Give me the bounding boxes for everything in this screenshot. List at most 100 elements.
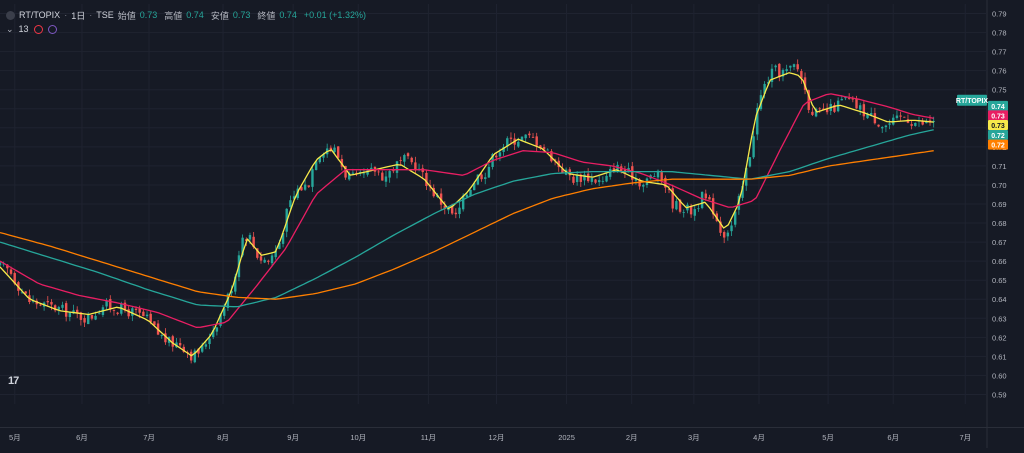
- y-tick-label: 0.63: [992, 314, 1007, 323]
- candle-body: [770, 68, 774, 82]
- candle-body: [351, 172, 355, 174]
- candle-body: [318, 157, 322, 163]
- symbol-price-tag-bg: [957, 94, 987, 106]
- candle-body: [267, 260, 270, 262]
- x-tick-label: 3月: [688, 433, 700, 442]
- x-tick-label: 11月: [421, 433, 436, 442]
- candle-body: [64, 303, 68, 317]
- candle-body: [506, 138, 509, 147]
- candle-body: [895, 115, 899, 118]
- timeframe[interactable]: 1日: [71, 10, 86, 21]
- candle-body: [381, 172, 384, 181]
- candle-body: [616, 164, 619, 172]
- candle-body: [910, 124, 913, 126]
- y-tick-label: 0.79: [992, 10, 1007, 19]
- candle-body: [274, 250, 277, 258]
- candle-body: [461, 195, 465, 210]
- price-label: 0.73: [991, 113, 1005, 120]
- candle-body: [899, 115, 902, 117]
- high-value: 0.74: [186, 10, 204, 20]
- alert-icon[interactable]: [33, 24, 43, 34]
- candle-body: [884, 125, 888, 128]
- candle-body: [704, 193, 707, 199]
- candle-body: [171, 336, 174, 347]
- candle-body: [2, 263, 5, 265]
- candle-body: [726, 232, 730, 237]
- candle-body: [487, 166, 491, 178]
- candle-body: [0, 262, 2, 266]
- candle-body: [230, 290, 233, 294]
- price-label-bg: [988, 100, 1008, 111]
- candle-body: [873, 113, 877, 124]
- candle-body: [803, 77, 807, 90]
- candle-body: [767, 82, 770, 84]
- candle-body: [98, 313, 101, 315]
- candle-body: [605, 175, 608, 182]
- exchange: TSE: [96, 10, 114, 20]
- open-value: 0.73: [139, 10, 158, 20]
- candle-body: [870, 113, 873, 115]
- candle-body: [432, 187, 435, 197]
- candle-body: [178, 342, 182, 346]
- candle-body: [300, 187, 303, 191]
- candle-body: [90, 315, 94, 319]
- close-label: 終値: [257, 10, 276, 21]
- replay-icon[interactable]: [47, 24, 57, 34]
- candle-body: [847, 98, 851, 99]
- candle-body: [160, 335, 163, 337]
- tradingview-logo-icon[interactable]: 17: [8, 375, 19, 387]
- x-tick-label: 7月: [143, 433, 155, 442]
- candle-body: [733, 211, 737, 225]
- candle-body: [498, 152, 502, 157]
- y-tick-label: 0.71: [992, 162, 1007, 171]
- candle-body: [572, 176, 575, 183]
- candle-body: [612, 168, 616, 172]
- candle-body: [520, 136, 524, 141]
- candle-body: [553, 159, 557, 161]
- candle-body: [314, 161, 318, 170]
- candle-body: [392, 170, 395, 172]
- chevron-down-icon[interactable]: ⌄: [6, 23, 14, 34]
- candle-body: [458, 207, 461, 215]
- candle-body: [774, 65, 777, 68]
- candle-body: [87, 314, 90, 325]
- change-value: +0.01 (+1.32%): [303, 10, 366, 20]
- candle-body: [851, 98, 855, 100]
- candle-body: [241, 237, 244, 256]
- candle-body: [748, 157, 752, 167]
- candle-body: [667, 189, 671, 191]
- candle-body: [590, 177, 594, 182]
- candle-body: [204, 344, 208, 347]
- candle-body: [539, 145, 542, 149]
- symbol-icon: [6, 10, 15, 20]
- candle-body: [83, 318, 86, 323]
- symbol-price-tag: RT/TOPIX: [956, 98, 988, 105]
- candle-body: [450, 206, 454, 214]
- price-label-bg: [988, 139, 1008, 150]
- candle-body: [50, 301, 53, 305]
- x-tick-label: 2025: [558, 433, 575, 442]
- candle-body: [109, 299, 112, 310]
- y-tick-label: 0.65: [992, 276, 1007, 285]
- candle-body: [344, 166, 347, 178]
- indicator-count[interactable]: 13: [18, 24, 29, 34]
- symbol-name[interactable]: RT/TOPIX: [19, 10, 61, 20]
- price-label-bg: [988, 119, 1008, 130]
- indicator-row[interactable]: ⌄ 13: [6, 23, 57, 35]
- candle-body: [292, 196, 296, 199]
- candle-body: [594, 179, 597, 183]
- y-tick-label: 0.61: [992, 352, 1007, 361]
- candle-body: [546, 149, 549, 151]
- separator-dot: ·: [89, 10, 93, 20]
- candle-body: [693, 209, 696, 216]
- price-label-bg: [988, 110, 1008, 121]
- candle-body: [517, 141, 520, 147]
- candle-body: [921, 121, 924, 125]
- candle-body: [609, 169, 612, 177]
- candle-body: [914, 122, 917, 126]
- candle-body: [13, 273, 16, 284]
- candle-body: [781, 69, 785, 77]
- open-label: 始値: [117, 10, 136, 21]
